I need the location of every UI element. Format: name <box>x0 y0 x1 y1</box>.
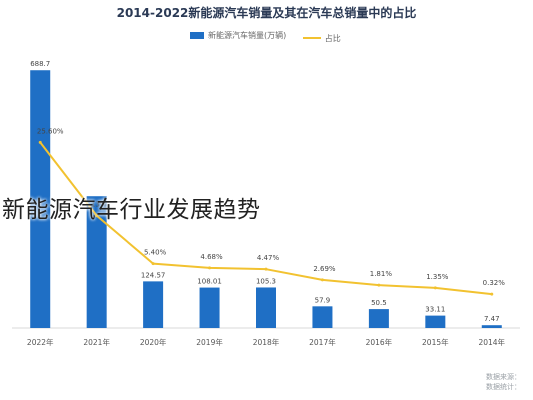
share-point-7 <box>433 286 437 290</box>
share-point-2 <box>151 262 155 266</box>
share-point-4 <box>264 267 268 271</box>
bar-value-label-6: 50.5 <box>371 299 387 307</box>
x-tick-label-3: 2019年 <box>196 337 223 347</box>
share-point-5 <box>320 278 324 282</box>
share-point-1 <box>95 214 99 218</box>
legend-item-sales: 新能源汽车销量(万辆) <box>190 30 286 41</box>
x-tick-label-7: 2015年 <box>422 337 449 347</box>
x-tick-label-1: 2021年 <box>83 337 110 347</box>
share-point-6 <box>377 283 381 287</box>
bar-5 <box>312 306 333 328</box>
legend-line-swatch <box>302 37 321 39</box>
share-value-label-8: 0.32% <box>483 279 506 287</box>
share-point-8 <box>490 292 494 296</box>
source-line-2: 数据统计： <box>486 383 521 391</box>
bar-value-label-0: 688.7 <box>30 60 50 68</box>
share-point-3 <box>208 266 212 270</box>
x-tick-label-4: 2018年 <box>253 337 280 347</box>
page-headline: 新能源汽车行业发展趋势 <box>2 197 261 223</box>
bar-value-label-5: 57.9 <box>315 296 331 304</box>
legend: 新能源汽车销量(万辆) 占比 <box>190 30 355 44</box>
share-value-label-0: 25.60% <box>37 127 64 135</box>
bar-value-label-2: 124.57 <box>141 271 166 279</box>
bar-value-label-8: 7.47 <box>484 315 500 323</box>
share-value-label-7: 1.35% <box>426 273 449 281</box>
legend-item-share: 占比 <box>302 33 341 44</box>
bar-value-label-4: 105.3 <box>256 277 276 285</box>
source-line-1: 数据来源： <box>486 373 521 381</box>
x-tick-label-0: 2022年 <box>27 337 54 347</box>
share-value-label-3: 4.68% <box>200 253 223 261</box>
share-value-label-2: 5.40% <box>144 249 167 257</box>
bar-2 <box>143 281 164 328</box>
bar-8 <box>481 325 502 328</box>
bar-0 <box>30 70 51 328</box>
bar-value-label-3: 108.01 <box>197 278 222 286</box>
legend-label-share: 占比 <box>324 33 341 43</box>
x-tick-label-5: 2017年 <box>309 337 336 347</box>
share-value-label-6: 1.81% <box>370 270 393 278</box>
legend-bar-swatch <box>190 32 204 39</box>
x-tick-label-8: 2014年 <box>478 337 505 347</box>
legend-label-sales: 新能源汽车销量(万辆) <box>208 31 287 40</box>
bar-4 <box>256 287 276 328</box>
share-value-label-5: 2.69% <box>313 265 336 273</box>
share-point-0 <box>38 140 42 144</box>
bar-1 <box>86 196 107 328</box>
x-tick-label-6: 2016年 <box>366 337 393 347</box>
bar-6 <box>368 309 389 328</box>
bar-value-label-7: 33.11 <box>425 306 445 314</box>
bar-7 <box>425 315 446 328</box>
share-value-label-1: 13% <box>91 201 107 209</box>
chart-source: 数据来源： 数据统计： <box>486 372 521 392</box>
x-tick-label-2: 2020年 <box>140 337 167 347</box>
chart-title: 2014-2022新能源汽车销量及其在汽车总销量中的占比 <box>116 6 417 20</box>
share-value-label-4: 4.47% <box>257 254 280 262</box>
bar-3 <box>199 287 220 328</box>
